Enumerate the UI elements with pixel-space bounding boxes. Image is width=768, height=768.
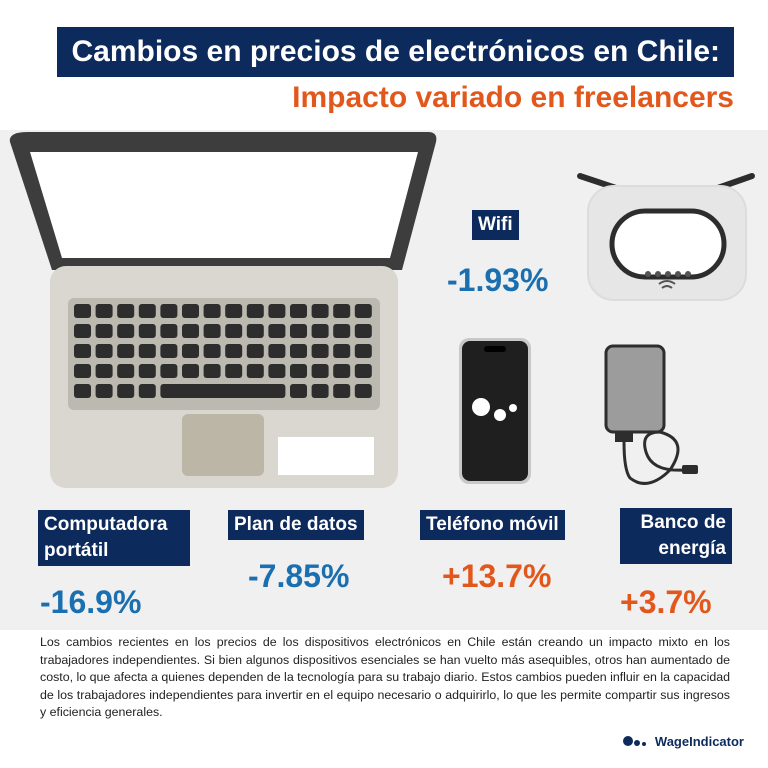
page-title: Cambios en precios de electrónicos en Ch…: [57, 27, 734, 77]
brand-name: WageIndicator: [654, 733, 744, 749]
laptop-label: Computadora portátil: [38, 510, 190, 566]
router-icon: [577, 173, 755, 301]
smartphone-icon: [459, 338, 531, 484]
phone-value: +13.7%: [442, 558, 552, 594]
wifi-value: -1.93%: [447, 262, 549, 298]
brand-dots-icon: [622, 736, 646, 746]
laptop-icon: [9, 132, 437, 488]
illustrations: [9, 132, 755, 488]
page-subtitle: Impacto variado en freelancers: [292, 81, 734, 114]
wifi-label: Wifi: [472, 210, 519, 240]
laptop-value: -16.9%: [40, 584, 142, 620]
brand-logo: WageIndicator: [622, 730, 744, 752]
description-text: Los cambios recientes en los precios de …: [40, 635, 730, 719]
power-bank-icon: [604, 344, 698, 485]
data-plan-value: -7.85%: [248, 558, 350, 594]
power-bank-value: +3.7%: [620, 584, 712, 620]
data-plan-label: Plan de datos: [228, 510, 364, 540]
power-bank-label: Banco de energía: [620, 508, 732, 564]
phone-label: Teléfono móvil: [420, 510, 565, 540]
